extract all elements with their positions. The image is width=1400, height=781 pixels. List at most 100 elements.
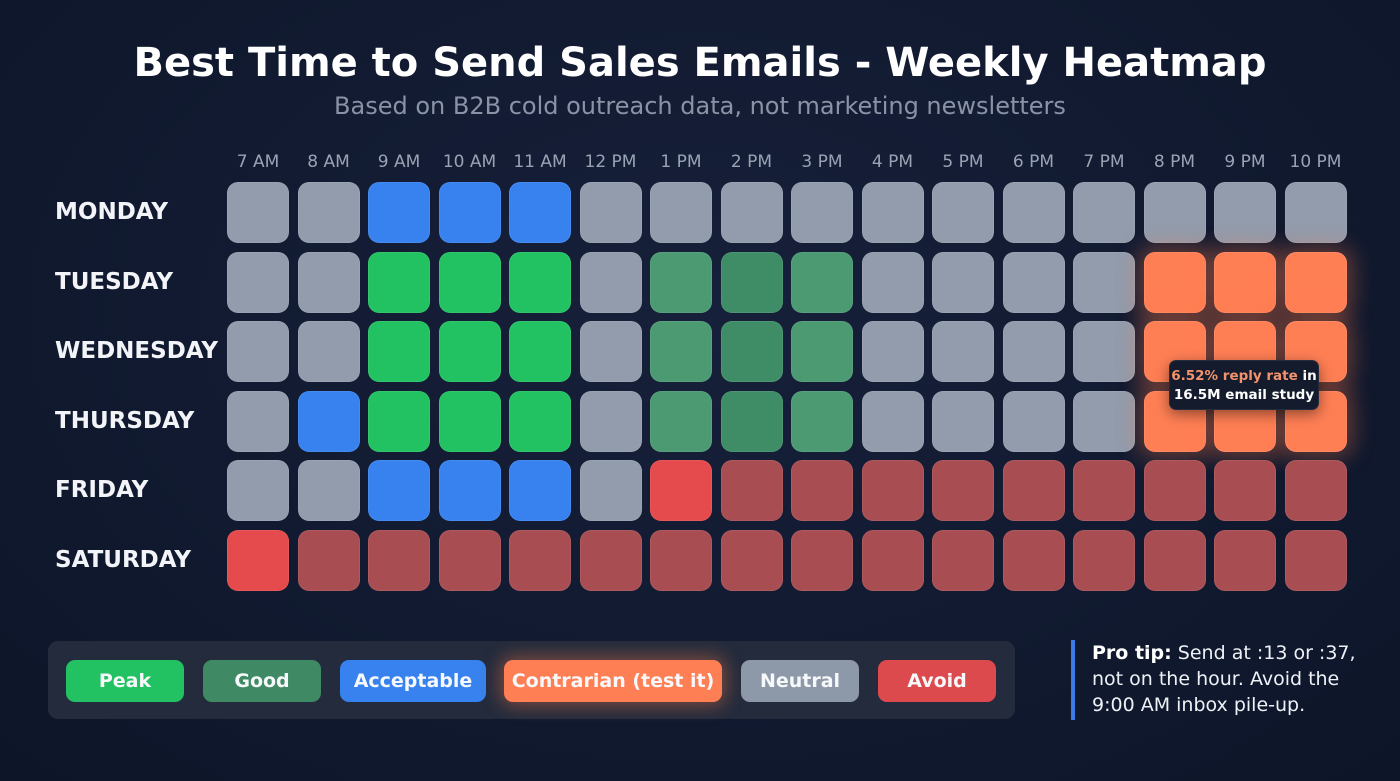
hour-label: 4 PM: [871, 152, 914, 172]
day-label: WEDNESDAY: [55, 338, 219, 364]
heatmap-cell-neutral: [1002, 251, 1065, 313]
heatmap-cell-acceptable: [368, 460, 430, 521]
heatmap-cell-contrarian: [1214, 251, 1276, 313]
heatmap-cell-neutral: [1002, 390, 1065, 452]
heatmap-cell-neutral: [1002, 182, 1065, 243]
heatmap-cell-avoid: [297, 529, 360, 591]
heatmap-cell-avoid: [1073, 529, 1135, 591]
heatmap-cell-acceptable: [509, 182, 571, 243]
heatmap-cell-neutral: [297, 182, 360, 243]
heatmap-cell-peak: [368, 251, 430, 313]
heatmap-cell-good: [791, 390, 853, 452]
heatmap-cell-neutral: [932, 251, 994, 313]
heatmap-cell-neutral: [1284, 182, 1347, 243]
hour-label: 6 PM: [1012, 152, 1055, 172]
hour-label: 5 PM: [942, 152, 984, 172]
heatmap-cell-avoid: [720, 529, 783, 591]
heatmap-cell-neutral: [650, 182, 712, 243]
heatmap-cell-neutral: [1143, 182, 1206, 243]
chart-title: Best Time to Send Sales Emails - Weekly …: [133, 40, 1267, 86]
day-label: TUESDAY: [55, 268, 173, 295]
heatmap-cell-neutral: [227, 182, 289, 243]
heatmap-cell-avoid: [579, 529, 642, 591]
heatmap-cell-avoid: [650, 529, 712, 591]
heatmap-cell-avoid: [1284, 460, 1347, 521]
tooltip-text: in: [1297, 368, 1317, 384]
heatmap-cell-neutral: [1002, 321, 1065, 382]
reply-rate-tooltip: 6.52% reply rate in 16.5M email study: [1169, 360, 1319, 410]
heatmap-cell-neutral: [932, 390, 994, 452]
hour-label: 2 PM: [730, 152, 773, 172]
day-label: THURSDAY: [55, 407, 195, 434]
pro-tip-label: Pro tip:: [1092, 642, 1172, 664]
heatmap-cell-neutral: [861, 182, 924, 243]
heatmap-cell-avoid: [1002, 460, 1065, 521]
heatmap-cell-avoid: [1143, 529, 1206, 591]
heatmap-cell-neutral: [297, 251, 360, 313]
day-label: SATURDAY: [55, 546, 192, 573]
legend-avoid: Avoid: [878, 660, 996, 702]
hour-label: 12 PM: [584, 152, 637, 172]
heatmap-cell-avoid: [368, 529, 430, 591]
heatmap-cell-avoid: [1143, 460, 1206, 521]
heatmap-cell-avoid: [438, 529, 501, 591]
heatmap-cell-peak: [509, 390, 571, 452]
heatmap-cell-peak: [438, 251, 501, 313]
pro-tip: Pro tip: Send at :13 or :37, not on the …: [1071, 640, 1371, 720]
hour-label: 9 PM: [1224, 152, 1266, 172]
heatmap-cell-good2: [720, 390, 783, 452]
heatmap-cell-peak: [509, 251, 571, 313]
hour-label: 7 PM: [1083, 152, 1125, 172]
heatmap-cell-neutral: [861, 390, 924, 452]
hour-label: 1 PM: [660, 152, 702, 172]
heatmap-cell-peak: [438, 321, 501, 382]
chart-subtitle: Based on B2B cold outreach data, not mar…: [334, 92, 1066, 120]
heatmap-cell-neutral: [227, 460, 289, 521]
heatmap-cell-neutral: [227, 251, 289, 313]
heatmap-cell-neutral: [297, 460, 360, 521]
pro-tip-text: Send at :13 or :37, not on the hour. Avo…: [1092, 642, 1356, 716]
heatmap-cell-good: [650, 390, 712, 452]
legend-acceptable: Acceptable: [340, 660, 486, 702]
heatmap-cell-contrarian: [1143, 251, 1206, 313]
heatmap-cell-avoid: [791, 460, 853, 521]
heatmap-cell-neutral: [791, 182, 853, 243]
legend: Peak Good Acceptable Contrarian (test it…: [48, 641, 1015, 719]
heatmap-cell-neutral: [579, 251, 642, 313]
heatmap-cell-acceptable: [438, 182, 501, 243]
legend-contrarian: Contrarian (test it): [504, 660, 722, 702]
tooltip-accent: 6.52% reply rate: [1171, 368, 1298, 384]
heatmap-cell-acceptable: [438, 460, 501, 521]
heatmap-cell-peak: [368, 390, 430, 452]
heatmap-cell-avoid: [720, 460, 783, 521]
heatmap-cell-avoid: [1214, 529, 1276, 591]
hour-label: 8 AM: [307, 152, 350, 172]
heatmap-cell-good: [791, 251, 853, 313]
heatmap-cell-good: [650, 321, 712, 382]
heatmap-cell-neutral: [720, 182, 783, 243]
heatmap-cell-peak: [509, 321, 571, 382]
day-label: FRIDAY: [55, 477, 149, 503]
heatmap-cell-neutral: [1214, 182, 1276, 243]
hour-label: 9 AM: [377, 152, 421, 172]
heatmap-cell-neutral: [227, 321, 289, 382]
legend-neutral: Neutral: [741, 660, 859, 702]
heatmap-cell-peak: [438, 390, 501, 452]
heatmap-cell-avoid: [932, 529, 994, 591]
hour-label: 11 AM: [513, 152, 567, 172]
hour-label: 8 PM: [1153, 152, 1196, 172]
hour-label: 7 AM: [236, 152, 280, 172]
heatmap-cell-neutral: [861, 321, 924, 382]
heatmap-cell-neutral: [932, 321, 994, 382]
heatmap-cell-good: [791, 321, 853, 382]
hour-label: 10 PM: [1289, 152, 1342, 172]
heatmap-cell-good2: [720, 251, 783, 313]
hour-label: 3 PM: [801, 152, 843, 172]
heatmap-cell-neutral: [579, 390, 642, 452]
heatmap-cell-good2: [720, 321, 783, 382]
heatmap-cell-avoid-strong: [227, 529, 289, 591]
heatmap-cell-avoid: [1073, 460, 1135, 521]
heatmap-cell-avoid: [861, 529, 924, 591]
heatmap-cell-neutral: [932, 182, 994, 243]
day-label: MONDAY: [55, 199, 169, 225]
